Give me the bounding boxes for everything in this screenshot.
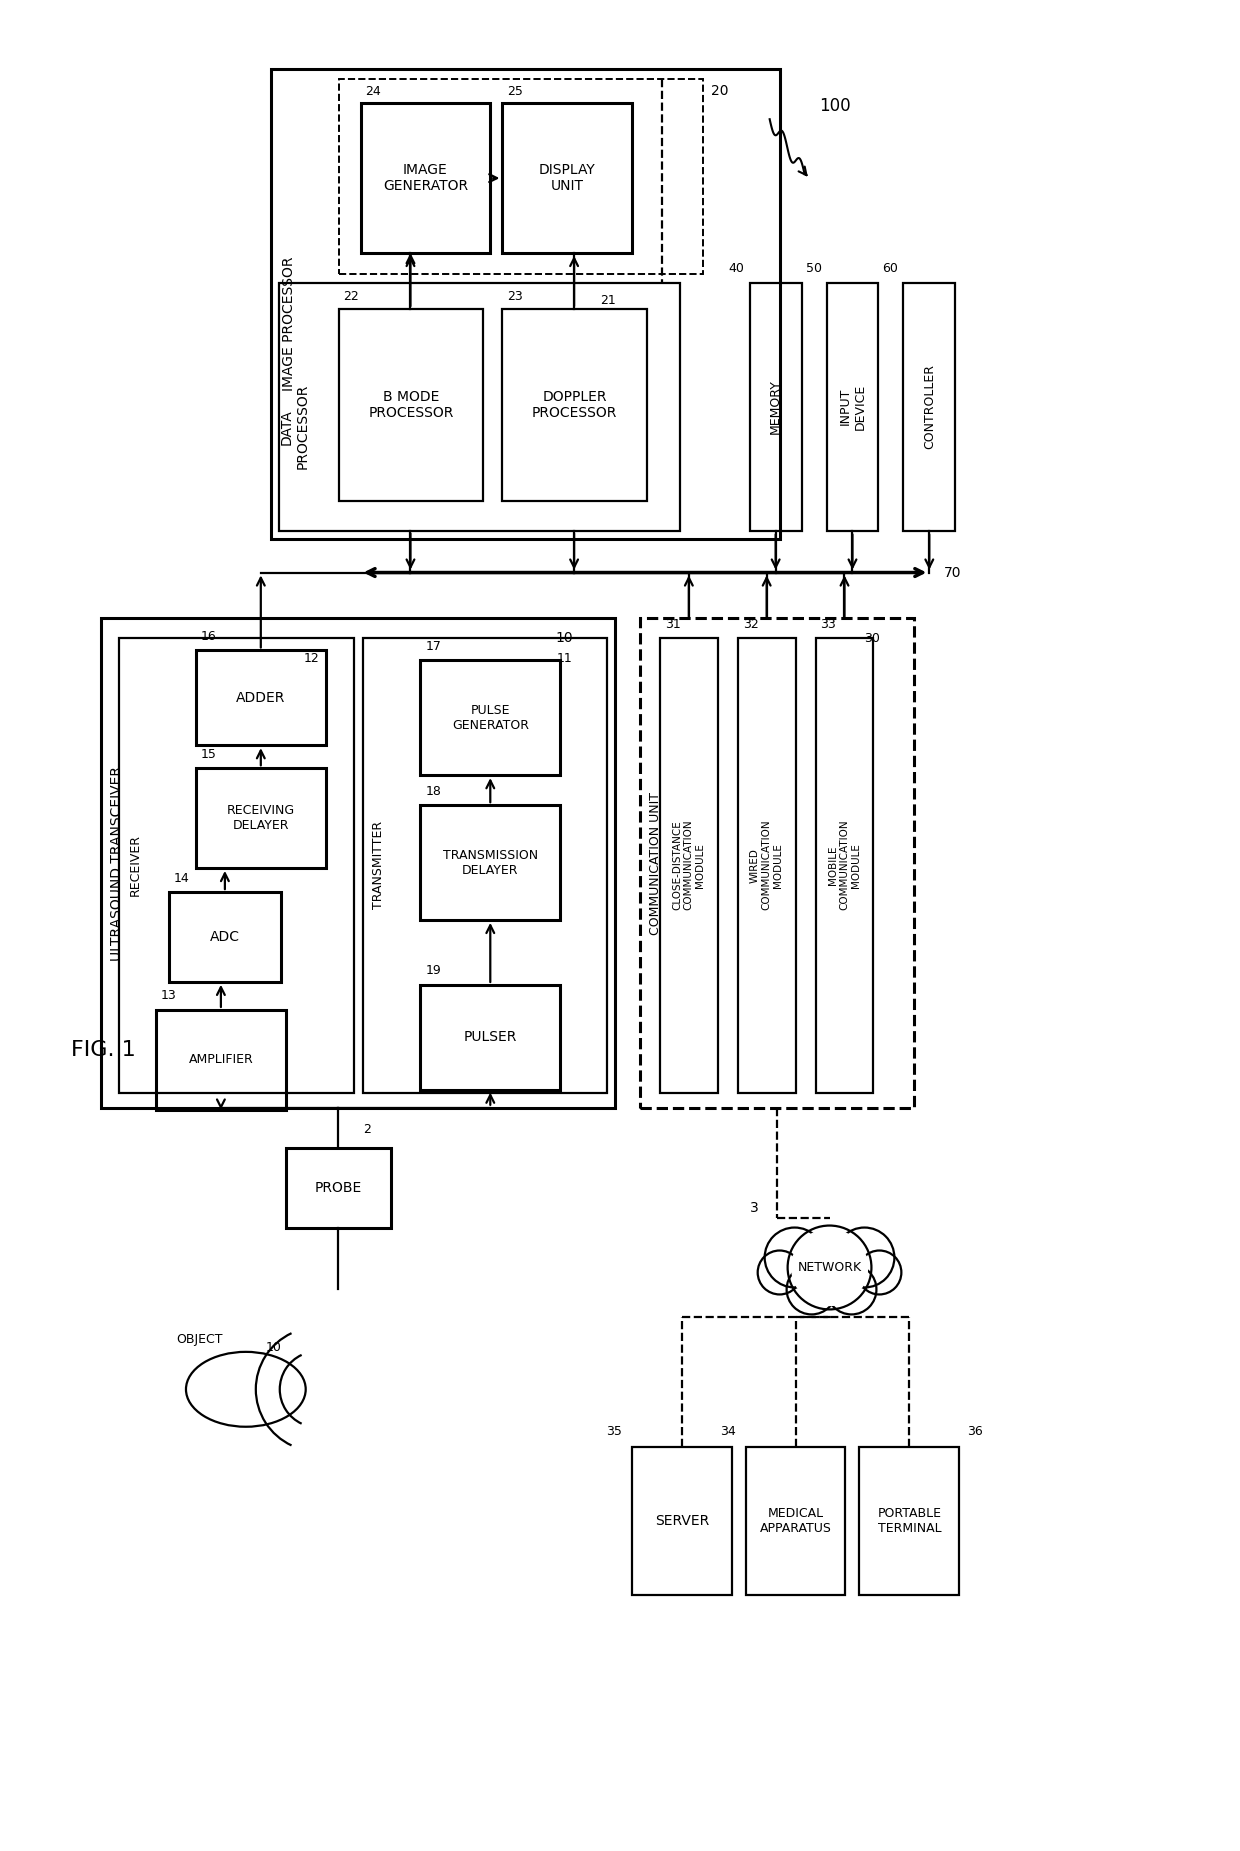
Text: 100: 100 [820,98,851,115]
Text: DISPLAY
UNIT: DISPLAY UNIT [538,163,595,193]
Text: TRANSMITTER: TRANSMITTER [372,822,386,909]
Text: 36: 36 [967,1425,983,1438]
Bar [660,639,718,1092]
Text: 24: 24 [366,85,382,98]
Text: 13: 13 [161,990,177,1003]
Bar [279,283,680,531]
Bar [745,1447,846,1596]
Circle shape [791,1229,868,1305]
Bar [156,1011,285,1111]
Bar [270,68,780,539]
Bar [816,639,873,1092]
Text: 14: 14 [174,872,190,885]
Text: AMPLIFIER: AMPLIFIER [188,1053,253,1066]
Text: 3: 3 [750,1201,759,1214]
Text: RECEIVING
DELAYER: RECEIVING DELAYER [227,803,295,833]
Bar [502,309,647,500]
Bar [102,618,615,1107]
Bar [750,283,801,531]
Text: 20: 20 [711,85,729,98]
Text: 21: 21 [600,294,616,307]
Text: PROBE: PROBE [315,1181,362,1194]
Text: 25: 25 [507,85,523,98]
Bar [738,639,796,1092]
Text: TRANSMISSION
DELAYER: TRANSMISSION DELAYER [443,848,538,877]
Text: WIRED
COMMUNICATION
MODULE: WIRED COMMUNICATION MODULE [750,820,784,911]
Bar [196,768,326,868]
Bar [339,80,703,274]
Text: CONTROLLER: CONTROLLER [923,365,936,450]
Text: 2: 2 [362,1124,371,1137]
Text: 34: 34 [720,1425,735,1438]
Bar [420,661,560,776]
Text: PULSE
GENERATOR: PULSE GENERATOR [451,703,528,731]
Bar [632,1447,732,1596]
Text: ULTRASOUND TRANSCEIVER: ULTRASOUND TRANSCEIVER [110,766,124,961]
Text: 70: 70 [945,566,962,579]
Text: NETWORK: NETWORK [797,1261,862,1273]
Text: 50: 50 [806,263,822,276]
Text: 11: 11 [557,652,573,665]
Text: 23: 23 [507,291,523,304]
Text: B MODE
PROCESSOR: B MODE PROCESSOR [368,391,454,420]
Bar [119,639,353,1092]
Text: PORTABLE
TERMINAL: PORTABLE TERMINAL [878,1507,941,1534]
Text: 31: 31 [665,618,681,631]
Text: 35: 35 [606,1425,622,1438]
Text: ADC: ADC [210,929,239,944]
Text: DOPPLER
PROCESSOR: DOPPLER PROCESSOR [532,391,618,420]
Text: COMMUNICATION UNIT: COMMUNICATION UNIT [650,792,662,935]
Bar [169,892,280,981]
Bar [827,283,878,531]
Text: INPUT
DEVICE: INPUT DEVICE [838,383,867,429]
Text: 32: 32 [743,618,759,631]
Text: IMAGE PROCESSOR: IMAGE PROCESSOR [281,257,296,391]
Text: ADDER: ADDER [236,690,285,705]
Text: 40: 40 [729,263,745,276]
Text: 16: 16 [201,629,217,642]
Text: PULSER: PULSER [464,1031,517,1044]
Text: 33: 33 [821,618,836,631]
Text: 30: 30 [864,631,880,644]
Text: 22: 22 [343,291,360,304]
Bar [339,309,484,500]
Bar [904,283,955,531]
Bar [361,104,490,254]
Text: MOBILE
COMMUNICATION
MODULE: MOBILE COMMUNICATION MODULE [828,820,861,911]
Text: SERVER: SERVER [655,1514,709,1529]
Bar [285,1148,391,1227]
Bar [420,805,560,920]
Text: 17: 17 [425,640,441,653]
Text: 60: 60 [883,263,898,276]
Bar [196,650,326,746]
Text: 15: 15 [201,748,217,761]
Text: 19: 19 [425,964,441,977]
Bar [640,618,914,1107]
Text: DATA
PROCESSOR: DATA PROCESSOR [280,383,310,470]
Text: IMAGE
GENERATOR: IMAGE GENERATOR [383,163,467,193]
Text: 12: 12 [304,652,320,665]
Text: OBJECT: OBJECT [176,1333,222,1346]
Bar [859,1447,960,1596]
Bar [502,104,632,254]
Text: MEMORY: MEMORY [769,379,782,435]
Text: MEDICAL
APPARATUS: MEDICAL APPARATUS [760,1507,832,1534]
Bar [420,985,560,1090]
Text: 10: 10 [265,1340,281,1353]
Text: RECEIVER: RECEIVER [129,835,141,896]
Text: FIG. 1: FIG. 1 [71,1040,136,1061]
Text: 18: 18 [425,785,441,798]
Text: CLOSE-DISTANCE
COMMUNICATION
MODULE: CLOSE-DISTANCE COMMUNICATION MODULE [672,820,706,911]
Bar [362,639,608,1092]
Text: 10: 10 [556,631,573,646]
